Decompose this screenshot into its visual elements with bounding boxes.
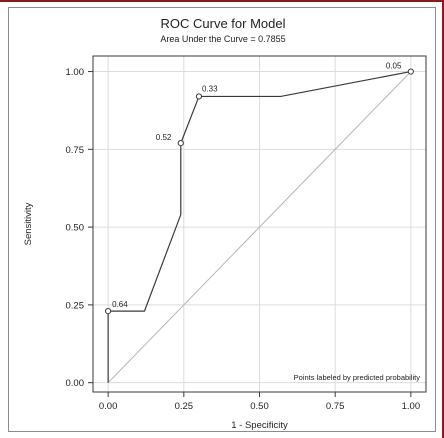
x-tick-label: 0.75 [326,401,345,412]
point-label: 0.64 [112,300,128,309]
chart-note: Points labeled by predicted probability [294,373,421,382]
roc-chart: ROC Curve for Model Area Under the Curve… [23,16,427,431]
x-axis-label: 1 - Specificity [231,420,288,431]
y-tick-label: 0.50 [66,223,85,234]
y-tick-label: 0.75 [66,145,85,156]
labeled-points: 0.64 0.52 0.33 0.05 [105,62,414,315]
x-tick-label: 0.00 [99,401,118,412]
roc-curve-line [107,70,411,383]
reference-diagonal [107,71,412,384]
chart-subtitle: Area Under the Curve = 0.7855 [160,34,285,44]
x-axis-ticks: 0.00 0.25 0.50 0.75 1.00 [99,392,420,412]
point-label: 0.33 [202,84,218,93]
labeled-point-marker [195,93,203,100]
gridlines [93,56,426,392]
y-tick-label: 1.00 [66,67,85,78]
y-tick-label: 0.00 [66,378,85,389]
chart-title: ROC Curve for Model [161,16,286,31]
x-tick-label: 1.00 [402,401,421,412]
point-label: 0.52 [156,133,172,142]
reference-line [107,71,412,384]
x-tick-label: 0.50 [250,401,269,412]
y-tick-label: 0.25 [66,300,85,311]
point-label: 0.05 [386,62,402,71]
x-tick-label: 0.25 [175,401,194,412]
y-axis-ticks: 0.00 0.25 0.50 0.75 1.00 [66,67,93,389]
roc-series [107,70,411,383]
y-axis-label: Sensitivity [23,202,34,245]
labeled-point-marker [105,308,112,315]
labeled-point-marker [407,68,414,75]
labeled-point-marker [177,140,184,147]
chart-panel: ROC Curve for Model Area Under the Curve… [8,7,436,432]
